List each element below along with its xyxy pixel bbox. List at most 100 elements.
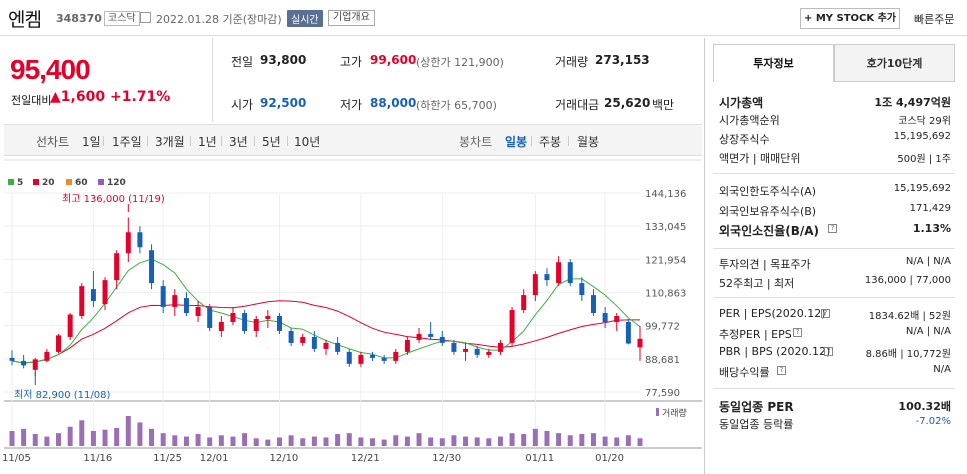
volume-bar bbox=[497, 436, 503, 446]
info-label: 상장주식수 bbox=[719, 133, 770, 146]
trading-amount-value: 25,620 bbox=[604, 96, 651, 110]
period-3m[interactable]: 3개월 bbox=[155, 135, 185, 149]
info-label: 추정PER | EPS bbox=[719, 328, 792, 341]
info-label: 동일업종 등락률 bbox=[719, 418, 794, 431]
candle-body bbox=[102, 280, 108, 305]
info-label: 외국인보유주식수(B) bbox=[719, 205, 817, 218]
separator bbox=[531, 136, 532, 146]
candle-body bbox=[544, 274, 550, 281]
volume-bar bbox=[625, 435, 631, 446]
volume-bar bbox=[300, 438, 306, 446]
volume-bar bbox=[532, 428, 538, 446]
volume-bar bbox=[242, 433, 248, 446]
legend-label: 60 bbox=[75, 178, 88, 188]
candle-body bbox=[311, 336, 317, 349]
help-icon[interactable]: ? bbox=[824, 347, 833, 356]
info-label: 52주최고 | 최저 bbox=[719, 277, 795, 290]
divider bbox=[212, 38, 213, 122]
volume-value: 273,153 bbox=[595, 53, 650, 67]
period-1w[interactable]: 1주일 bbox=[112, 135, 142, 149]
period-1y[interactable]: 1년 bbox=[198, 135, 217, 149]
base-date: 2022.01.28 기준(장마감) bbox=[156, 13, 282, 26]
volume-bar bbox=[32, 434, 38, 446]
volume-bar bbox=[323, 437, 329, 446]
period-3y[interactable]: 3년 bbox=[229, 135, 248, 149]
high-value: 99,600 bbox=[370, 53, 417, 67]
volume-bar bbox=[393, 435, 399, 446]
tab-orderbook[interactable]: 호가10단계 bbox=[834, 44, 955, 82]
x-tick-label: 01/11 bbox=[525, 453, 554, 464]
tab-investment-info[interactable]: 투자정보 bbox=[713, 44, 834, 82]
separator bbox=[103, 136, 104, 146]
ma20-line bbox=[11, 300, 640, 364]
candle-body bbox=[428, 333, 434, 337]
prev-close-value: 93,800 bbox=[260, 53, 307, 67]
info-value: 1834.62배 | 52원 bbox=[868, 311, 951, 322]
period-1d[interactable]: 1일 bbox=[82, 135, 101, 149]
candle-monthly[interactable]: 월봉 bbox=[577, 135, 600, 149]
candle-body bbox=[323, 342, 329, 349]
price-chart[interactable]: 144,136 133,045 121,954 110,863 99,772 88,681… bbox=[0, 0, 704, 474]
period-10y[interactable]: 10년 bbox=[294, 135, 321, 149]
legend-ma120: 120 bbox=[98, 178, 126, 188]
candle-body bbox=[114, 253, 120, 281]
candle-body bbox=[195, 307, 201, 317]
volume-bar bbox=[416, 433, 422, 446]
change-amount: 1,600 bbox=[60, 89, 106, 105]
candle-body bbox=[451, 342, 457, 352]
add-my-stock-button[interactable]: + MY STOCK 추가 bbox=[800, 8, 900, 29]
volume-bar bbox=[428, 437, 434, 446]
volume-bar bbox=[486, 438, 492, 446]
volume-bar bbox=[439, 438, 445, 446]
candle-body bbox=[183, 298, 189, 314]
candle-body bbox=[300, 336, 306, 343]
volume-bar bbox=[183, 436, 189, 446]
change-label: 전일대비 bbox=[11, 94, 52, 107]
info-label: 시가총액순위 bbox=[719, 114, 780, 127]
volume-bar bbox=[521, 434, 527, 446]
help-icon[interactable]: ? bbox=[777, 366, 786, 375]
volume-bar bbox=[195, 434, 201, 446]
change-value: ▲1,600 bbox=[50, 89, 105, 105]
candle-body bbox=[56, 335, 62, 352]
candle-weekly[interactable]: 주봉 bbox=[539, 135, 562, 149]
realtime-button[interactable]: 실시간 bbox=[287, 10, 323, 27]
company-overview-dropdown[interactable]: 기업개요 bbox=[328, 10, 375, 26]
candle-body bbox=[67, 314, 73, 337]
header: 엔켐 348370 코스닥 2022.01.28 기준(장마감) 실시간 기업개… bbox=[0, 0, 967, 36]
volume-bar bbox=[149, 428, 155, 446]
separator bbox=[287, 136, 288, 146]
candle-body bbox=[416, 333, 422, 340]
stock-code: 348370 bbox=[56, 12, 102, 25]
info-value: N/A | N/A bbox=[905, 256, 951, 267]
candle-body bbox=[276, 316, 282, 331]
upper-limit: (상한가 121,900) bbox=[416, 56, 504, 69]
candle-body bbox=[32, 359, 38, 370]
x-tick-label: 11/16 bbox=[83, 453, 112, 464]
quick-order-button[interactable]: 빠른주문 bbox=[914, 13, 955, 26]
candle-body bbox=[474, 348, 480, 355]
candle-body bbox=[346, 351, 352, 364]
candle-body bbox=[509, 310, 515, 343]
help-icon[interactable]: ? bbox=[828, 224, 837, 233]
candle-body bbox=[486, 351, 492, 355]
period-5y[interactable]: 5년 bbox=[262, 135, 281, 149]
candle-body bbox=[90, 289, 96, 302]
x-tick-label: 01/20 bbox=[595, 453, 624, 464]
volume-bar bbox=[137, 422, 143, 446]
help-icon[interactable]: ? bbox=[793, 328, 802, 337]
candle-body bbox=[532, 274, 538, 296]
info-value: 171,429 bbox=[909, 203, 951, 214]
candle-body bbox=[567, 262, 573, 284]
high-label: 고가 bbox=[340, 55, 363, 69]
volume-bar bbox=[614, 437, 620, 446]
candle-body bbox=[556, 262, 562, 284]
candle-body bbox=[358, 354, 364, 364]
candle-body bbox=[590, 295, 596, 314]
separator bbox=[147, 136, 148, 146]
candle-body bbox=[253, 319, 259, 331]
candle-daily[interactable]: 일봉 bbox=[505, 135, 528, 149]
info-value: -7.02% bbox=[915, 416, 951, 427]
help-icon[interactable]: ? bbox=[821, 309, 830, 318]
volume-bar bbox=[509, 433, 515, 446]
